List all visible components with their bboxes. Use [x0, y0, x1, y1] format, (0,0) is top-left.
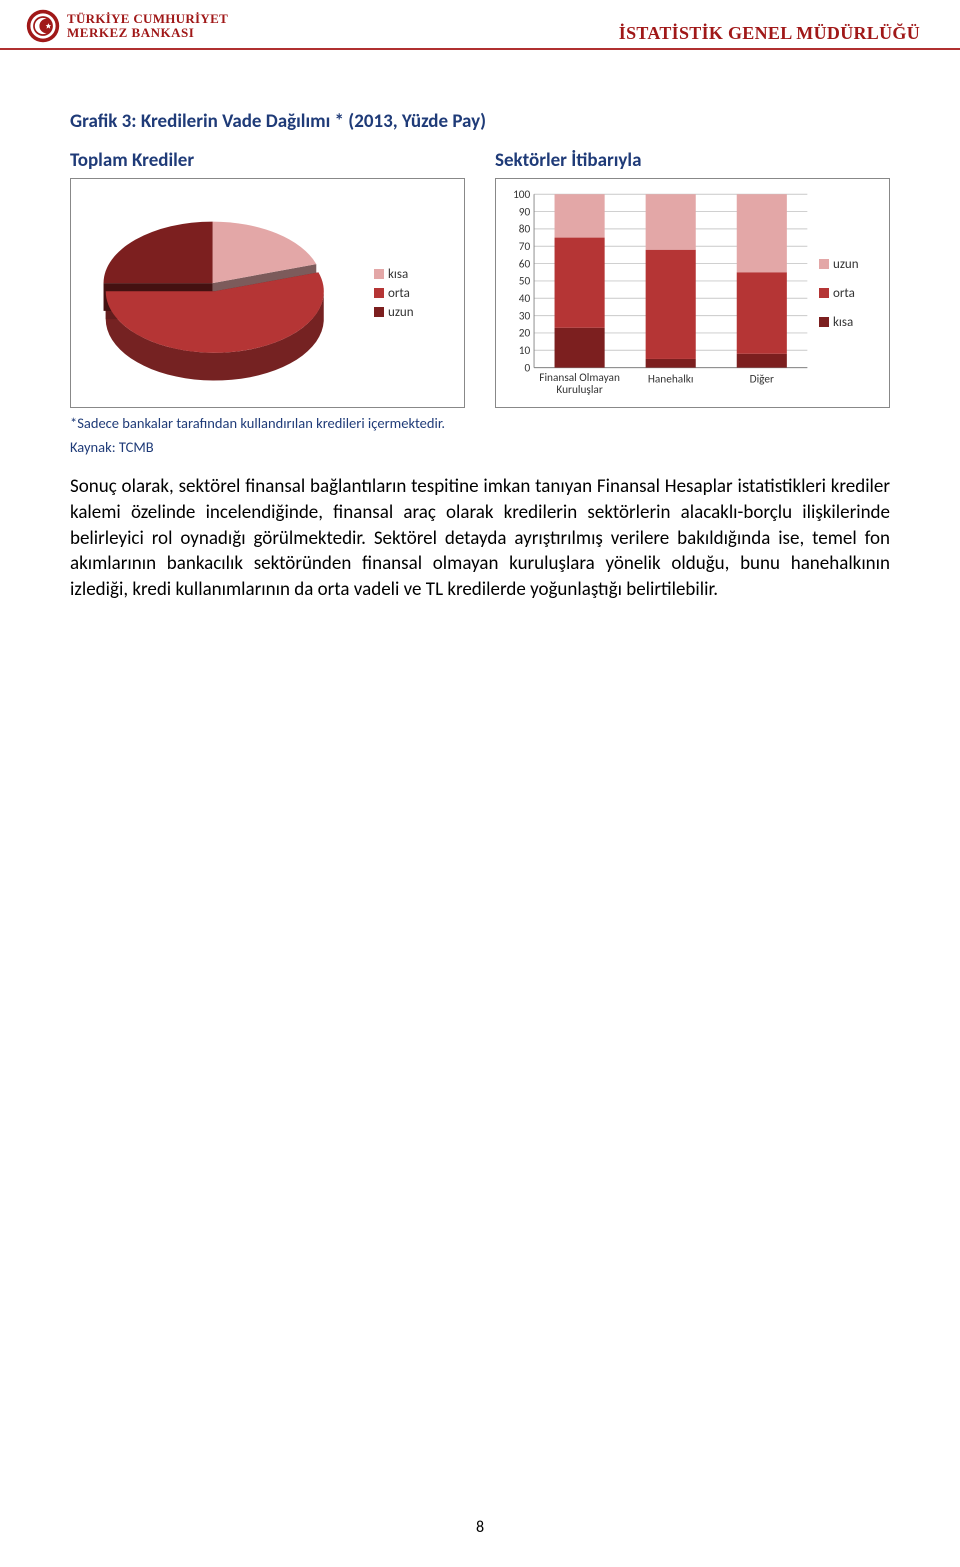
pie-canvas	[71, 179, 374, 407]
svg-text:30: 30	[519, 309, 531, 323]
svg-text:60: 60	[519, 257, 531, 271]
bar-heading: Sektörler İtibarıyla	[495, 149, 890, 172]
legend-label: orta	[833, 286, 855, 301]
legend-label: uzun	[388, 305, 414, 320]
svg-text:80: 80	[519, 223, 531, 237]
legend-swatch	[819, 259, 829, 269]
org-line1: TÜRKİYE CUMHURİYET	[67, 12, 228, 26]
legend-swatch	[374, 288, 384, 298]
svg-text:50: 50	[519, 275, 531, 289]
legend-label: kısa	[833, 315, 853, 330]
svg-text:10: 10	[519, 344, 531, 358]
legend-swatch	[819, 317, 829, 327]
legend-label: uzun	[833, 257, 859, 272]
bar-legend-item: orta	[819, 286, 883, 301]
page-header: TÜRKİYE CUMHURİYET MERKEZ BANKASI İSTATİ…	[0, 0, 960, 50]
legend-swatch	[819, 288, 829, 298]
body-paragraph: Sonuç olarak, sektörel finansal bağlantı…	[70, 474, 890, 602]
svg-text:70: 70	[519, 240, 531, 254]
svg-text:Diğer: Diğer	[750, 373, 774, 387]
svg-text:Hanehalkı: Hanehalkı	[648, 373, 694, 387]
svg-text:40: 40	[519, 292, 531, 306]
bar-legend: uzun orta kısa	[819, 179, 889, 407]
department-name: İSTATİSTİK GENEL MÜDÜRLÜĞÜ	[619, 23, 920, 44]
header-left: TÜRKİYE CUMHURİYET MERKEZ BANKASI	[25, 8, 228, 44]
chart-title: Grafik 3: Kredilerin Vade Dağılımı * (20…	[70, 110, 890, 133]
bar-canvas: 0102030405060708090100Finansal OlmayanKu…	[496, 179, 819, 407]
legend-swatch	[374, 269, 384, 279]
svg-text:Kuruluşlar: Kuruluşlar	[556, 383, 602, 397]
bar-legend-item: uzun	[819, 257, 883, 272]
pie-legend-item: uzun	[374, 305, 458, 320]
pie-column: Toplam Krediler kısa orta uzun	[70, 149, 465, 408]
svg-text:90: 90	[519, 205, 531, 219]
legend-label: orta	[388, 286, 410, 301]
pie-chart: kısa orta uzun	[70, 178, 465, 408]
legend-label: kısa	[388, 267, 408, 282]
svg-text:100: 100	[513, 188, 530, 202]
bar-chart: 0102030405060708090100Finansal OlmayanKu…	[495, 178, 890, 408]
bar-legend-item: kısa	[819, 315, 883, 330]
footnote-1: *Sadece bankalar tarafından kullandırıla…	[70, 414, 890, 432]
pie-heading: Toplam Krediler	[70, 149, 465, 172]
pie-legend: kısa orta uzun	[374, 263, 464, 324]
svg-text:0: 0	[525, 361, 531, 375]
page-content: Grafik 3: Kredilerin Vade Dağılımı * (20…	[0, 50, 960, 642]
legend-swatch	[374, 307, 384, 317]
tcmb-logo-icon	[25, 8, 61, 44]
pie-legend-item: orta	[374, 286, 458, 301]
org-name: TÜRKİYE CUMHURİYET MERKEZ BANKASI	[67, 12, 228, 39]
footnote-2: Kaynak: TCMB	[70, 438, 890, 456]
chart-row: Toplam Krediler kısa orta uzun Sektörler İ…	[70, 149, 890, 408]
bar-column: Sektörler İtibarıyla 0 10 20 30 40 50 60 70 80 90…	[495, 149, 890, 408]
org-line2: MERKEZ BANKASI	[67, 26, 228, 40]
svg-text:20: 20	[519, 327, 531, 341]
pie-legend-item: kısa	[374, 267, 458, 282]
page-number: 8	[0, 1518, 960, 1537]
